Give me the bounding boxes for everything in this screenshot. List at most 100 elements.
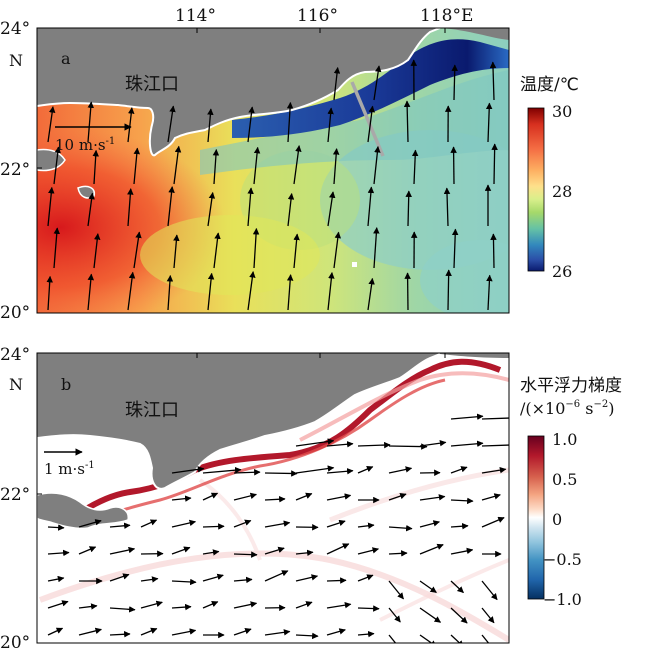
- current-vector-arrow: [295, 549, 314, 557]
- current-vector-arrow: [78, 546, 97, 555]
- panel-a: 114° 116° 118°E 24° N 22° 20° a 珠江口 10 m…: [0, 6, 579, 323]
- wind-vector-arrow: [252, 227, 260, 269]
- current-vector-arrow: [450, 580, 464, 594]
- panel-b-colorbar-tick-4: −0.5: [543, 550, 582, 569]
- current-vector-arrow: [357, 522, 375, 529]
- wind-vector-arrow: [293, 233, 300, 269]
- wind-vector-arrow: [286, 101, 294, 143]
- wind-vector-arrow: [247, 187, 254, 227]
- wind-vector-arrow: [87, 192, 95, 227]
- current-vector-arrow: [233, 519, 252, 528]
- current-vector-arrow: [357, 574, 374, 582]
- wind-vector-arrow: [133, 147, 141, 185]
- wind-vector-arrow: [127, 271, 136, 311]
- current-vector-arrow: [326, 543, 350, 555]
- wind-vector-arrow: [411, 149, 419, 185]
- panel-b-colorbar-tick-2: 0.5: [552, 470, 577, 489]
- current-vector-arrow: [419, 520, 440, 528]
- wind-vector-arrow: [167, 186, 175, 227]
- wind-vector-arrow: [491, 143, 498, 185]
- current-vector-arrow: [202, 523, 225, 530]
- current-vector-arrow: [388, 466, 413, 474]
- panel-a-land: [37, 28, 509, 156]
- wind-vector-arrow: [47, 186, 55, 227]
- current-vector-arrow: [388, 524, 413, 532]
- current-vector-arrow: [264, 546, 285, 555]
- current-vector-arrow: [419, 543, 444, 555]
- panel-a-colorbar-tick-30: 30: [552, 102, 572, 121]
- current-vector-arrow: [171, 578, 197, 586]
- current-vector-arrow: [233, 492, 257, 501]
- current-vector-arrow: [481, 607, 495, 624]
- wind-vector-arrow: [167, 105, 176, 143]
- current-vector-arrow: [202, 601, 219, 609]
- current-vector-arrow: [419, 634, 437, 643]
- current-vector-arrow: [202, 573, 224, 582]
- current-vector-arrow: [140, 600, 163, 609]
- wind-vector-arrow: [46, 275, 53, 311]
- wind-vector-arrow: [327, 272, 335, 311]
- panel-b-colorbar-title-line1: 水平浮力梯度: [520, 376, 622, 396]
- current-vector-arrow: [295, 492, 313, 501]
- wind-vector-arrow: [489, 61, 497, 101]
- panel-b-reference-label: 1 m·s-1: [44, 460, 95, 478]
- section-line: [350, 81, 385, 157]
- current-vector-arrow: [202, 466, 242, 474]
- current-vector-arrow: [450, 522, 469, 530]
- wind-vector-arrow: [405, 190, 412, 227]
- current-vector-arrow: [109, 631, 131, 638]
- current-vector-arrow: [388, 550, 408, 557]
- wind-vector-arrow: [212, 148, 220, 185]
- wind-vector-arrow: [247, 106, 255, 143]
- wind-vector-arrow: [293, 145, 302, 185]
- wind-vector-arrow: [53, 146, 61, 185]
- current-vector-arrow: [171, 628, 197, 636]
- panel-b-colorbar-tick-5: −1.0: [543, 590, 582, 609]
- current-vector-arrow: [481, 634, 490, 643]
- wind-vector-arrow: [490, 233, 497, 269]
- current-vector-arrow: [47, 575, 65, 583]
- current-vector-arrow: [481, 466, 507, 474]
- panel-b-lat-tick-3: 20°: [0, 633, 30, 653]
- panel-b: 24° N 22° 20° b 珠江口 1 m·s-1 水平浮力梯度 /(×10…: [0, 345, 622, 653]
- current-vector-arrow: [450, 607, 468, 624]
- current-vector-arrow: [326, 601, 352, 609]
- current-vector-arrow: [264, 496, 286, 503]
- current-vector-arrow: [171, 546, 191, 555]
- current-vector-arrow: [109, 522, 131, 530]
- current-vector-arrow: [357, 547, 380, 555]
- panel-b-colorbar-tick-1: 1.0: [552, 430, 577, 449]
- buoyancy-gradient-front: [68, 358, 502, 523]
- current-vector-arrow: [450, 497, 474, 505]
- wind-vector-arrow: [333, 67, 341, 101]
- current-vector-arrow: [357, 630, 375, 638]
- wind-vector-arrow: [451, 64, 458, 101]
- current-vector-arrow: [109, 606, 136, 613]
- wind-vector-arrow: [287, 193, 295, 227]
- current-vector-arrow: [295, 574, 319, 582]
- current-vector-arrow: [326, 519, 346, 528]
- current-vector-arrow: [419, 580, 437, 594]
- panel-a-lat-tick-3: 20°: [0, 303, 30, 323]
- current-vector-arrow: [202, 492, 219, 501]
- wind-vector-arrow: [213, 232, 221, 269]
- current-vector-arrow: [419, 494, 446, 501]
- wind-vector-arrow: [373, 227, 380, 269]
- wind-vector-arrow: [373, 146, 381, 185]
- wind-vector-arrow: [207, 108, 214, 143]
- wind-vector-arrow: [166, 274, 174, 311]
- current-vector-arrow: [109, 573, 130, 582]
- current-vector-arrow: [264, 470, 298, 477]
- wind-vector-arrow: [53, 227, 60, 269]
- wind-vector-arrow: [486, 274, 493, 311]
- panel-b-place-label: 珠江口: [125, 400, 179, 421]
- current-vector-arrow: [140, 519, 158, 528]
- wind-vector-arrow: [327, 191, 336, 227]
- wind-vector-arrow: [327, 107, 334, 143]
- panel-a-label: a: [61, 49, 71, 68]
- panel-a-colorbar-tick-28: 28: [552, 182, 572, 201]
- current-vector-arrow: [326, 628, 346, 636]
- current-vector-arrow: [357, 466, 374, 474]
- current-vector-arrow: [233, 469, 261, 476]
- current-vector-arrow: [171, 603, 192, 611]
